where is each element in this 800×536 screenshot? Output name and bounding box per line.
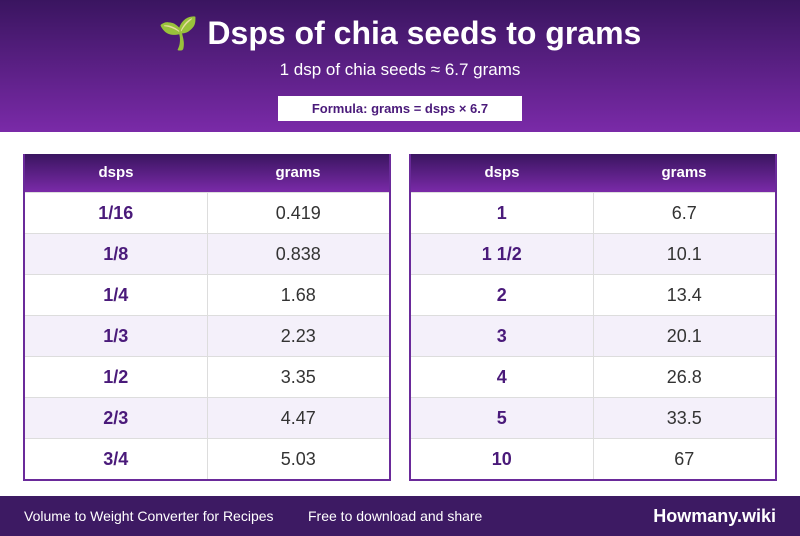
table-row: 2/3 4.47 [25,397,389,438]
title: Dsps of chia seeds to grams [207,15,642,51]
footer-left: Volume to Weight Converter for Recipes [24,508,274,524]
icon: 🌱 [158,15,199,51]
table-cell: 3/4 [103,449,129,469]
header: 🌱 Dsps of chia seeds to grams 1 dsp of c… [0,0,800,132]
table-cell: 5 [496,408,507,428]
table-cell: 1 1/2 [481,244,522,264]
table-cell: 0.838 [206,234,390,274]
table-row: 1/16 0.419 [25,192,389,233]
table-row: 1/3 2.23 [25,315,389,356]
table-cell: 2.23 [206,316,390,356]
table-row: 3 20.1 [411,315,775,356]
column-header: dsps [484,164,520,181]
table-cell: 10.1 [592,234,776,274]
header-row: dsps grams [411,154,775,192]
table-cell: 1.68 [206,275,390,315]
table-cell: 1/4 [103,285,129,305]
subtitle: 1 dsp of chia seeds ≈ 6.7 grams [279,60,521,79]
table-row: 10 67 [411,438,775,479]
table-cell: 67 [592,439,776,479]
table-cell: 1/2 [103,367,129,387]
brand: Howmany.wiki [653,506,776,526]
table-cell: 3.35 [206,357,390,397]
title-line: 🌱 Dsps of chia seeds to grams [0,14,800,52]
table-cell: 4.47 [206,398,390,438]
table-cell: 1/3 [103,326,129,346]
table-cell: 26.8 [592,357,776,397]
table-cell: 0.419 [206,193,390,233]
table-row: 4 26.8 [411,356,775,397]
table-cell: 1/16 [98,203,134,223]
column-header: grams [661,164,707,181]
table-row: 2 13.4 [411,274,775,315]
table-row: 1/2 3.35 [25,356,389,397]
table-cell: 10 [491,449,512,469]
table-cell: 5.03 [206,439,390,479]
table-cell: 20.1 [592,316,776,356]
table-cell: 2 [496,285,507,305]
footer-middle: Free to download and share [308,508,483,524]
column-header: dsps [98,164,134,181]
table-row: 1/8 0.838 [25,233,389,274]
header-row: dsps grams [25,154,389,192]
table-cell: 4 [496,367,507,387]
column-header: grams [275,164,321,181]
formula: Formula: grams = dsps × 6.7 [278,96,522,121]
table-cell: 1 [496,203,507,223]
table: dsps grams 1 6.7 1 1/2 10.1 2 13.4 3 20.1 4 26.8 5 33… [409,154,777,481]
table-cell: 2/3 [103,408,129,428]
table: dsps grams 1/16 0.419 1/8 0.838 1/4 1.68 1/3 2.23… [23,154,391,481]
footer: Volume to Weight Converter for Recipes F… [0,496,800,536]
table-cell: 33.5 [592,398,776,438]
table-row: 1/4 1.68 [25,274,389,315]
table-row: 3/4 5.03 [25,438,389,479]
table-cell: 6.7 [592,193,776,233]
table-row: 5 33.5 [411,397,775,438]
table-cell: 3 [496,326,507,346]
table-cell: 13.4 [592,275,776,315]
table-cell: 1/8 [103,244,129,264]
table-row: 1 6.7 [411,192,775,233]
table-row: 1 1/2 10.1 [411,233,775,274]
